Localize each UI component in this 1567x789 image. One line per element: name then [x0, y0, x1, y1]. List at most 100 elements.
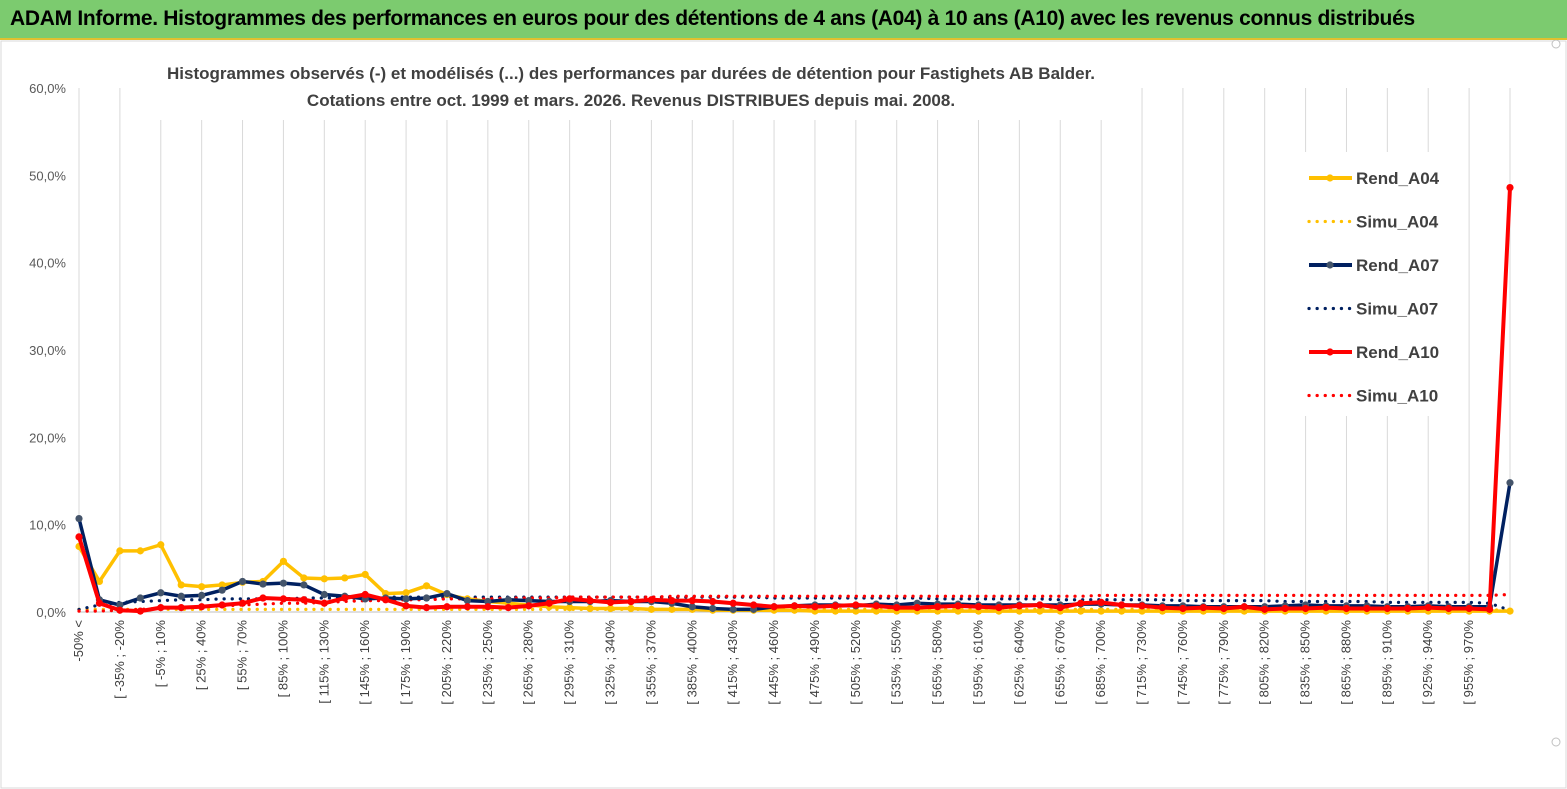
x-tick-label: [ 805% ; 820%	[1257, 620, 1272, 705]
series-rend-a07-point	[279, 579, 288, 587]
series-rend-a04-point	[218, 581, 226, 589]
series-rend-a10-point	[1485, 605, 1494, 613]
chart-title-background	[152, 56, 1112, 120]
series-rend-a10-point	[75, 533, 83, 541]
series-rend-a10-point	[1077, 599, 1085, 607]
series-rend-a10-point	[811, 603, 819, 611]
series-rend-a04-point	[279, 557, 288, 565]
series-rend-a10-point	[1363, 604, 1371, 613]
series-rend-a10-point	[545, 599, 553, 607]
series-rend-a10-point	[402, 602, 410, 610]
series-rend-a10-point	[1465, 604, 1473, 613]
series-rend-a07-point	[75, 514, 83, 523]
series-rend-a10-point	[443, 603, 451, 611]
series-rend-a10-point	[1342, 604, 1351, 613]
x-tick-label: [ 115% ; 130%	[316, 620, 331, 704]
x-tick-label: [ 325% ; 340%	[603, 620, 618, 705]
series-rend-a10-point	[1199, 604, 1207, 612]
x-tick-label: [ 535% ; 550%	[889, 620, 904, 705]
series-rend-a07-point	[709, 604, 717, 613]
series-rend-a07-point	[157, 589, 165, 597]
series-rend-a10-point	[361, 590, 369, 599]
x-tick-label: [ 685% ; 700%	[1093, 620, 1108, 705]
series-rend-a10-point	[1424, 604, 1432, 612]
series-rend-a04-point	[1117, 607, 1126, 615]
chart-title-line: Cotations entre oct. 1999 et mars. 2026.…	[307, 91, 955, 110]
series-rend-a07-point	[1506, 479, 1514, 487]
series-rend-a10-point	[872, 602, 880, 610]
series-rend-a07-point	[504, 596, 512, 604]
series-rend-a10-point	[913, 604, 921, 612]
series-rend-a10-point	[1015, 602, 1023, 610]
series-rend-a04-point	[1036, 607, 1044, 615]
series-rend-a10-point	[606, 598, 615, 606]
series-rend-a10-point	[1158, 604, 1167, 612]
series-rend-a07-point	[525, 597, 533, 605]
series-layer	[75, 183, 1514, 615]
series-rend-a07-point	[422, 594, 431, 602]
series-rend-a07-point	[463, 597, 472, 605]
y-tick-label: 30,0%	[29, 343, 66, 358]
series-rend-a10-point	[157, 604, 165, 612]
x-tick-label: [ 565% ; 580%	[930, 620, 945, 705]
series-rend-a04-point	[402, 589, 410, 597]
y-tick-label: 0,0%	[36, 605, 66, 620]
series-rend-a07-point	[218, 586, 226, 594]
x-tick-label: [ 385% ; 400%	[684, 620, 699, 705]
series-rend-a10-point	[279, 595, 288, 603]
chart-title-line: Histogrammes observés (-) et modélisés (…	[167, 64, 1095, 83]
frame-handle-icon	[1551, 40, 1561, 49]
x-tick-label: [ 745% ; 760%	[1175, 620, 1190, 705]
x-tick-label: [ -5% ; 10%	[153, 620, 168, 688]
series-rend-a04-point	[1077, 607, 1085, 615]
series-rend-a10-point	[1404, 604, 1412, 613]
series-rend-a10-point	[688, 597, 696, 605]
x-tick-label: [ 835% ; 850%	[1298, 620, 1313, 705]
legend-label-simu-a10: Simu_A10	[1356, 387, 1438, 406]
series-rend-a07-point	[443, 590, 451, 598]
x-tick-label: [ 25% ; 40%	[194, 620, 209, 691]
series-rend-a10-point	[382, 596, 390, 604]
series-rend-a04-point	[320, 575, 328, 583]
series-rend-a10-point	[954, 602, 962, 610]
series-rend-a04-point	[831, 607, 839, 615]
legend-label-simu-a04: Simu_A04	[1356, 213, 1439, 232]
series-rend-a10-point	[422, 604, 431, 612]
series-rend-a10-point	[218, 601, 226, 609]
series-rend-a10-point	[974, 603, 983, 611]
y-axis: 0,0% 10,0% 20,0% 30,0% 40,0% 50,0% 60,0%	[29, 81, 66, 620]
x-tick-label: [ 205% ; 220%	[439, 620, 454, 705]
x-tick-label: [ 415% ; 430%	[725, 620, 740, 705]
x-tick-label: [ 925% ; 940%	[1420, 620, 1435, 705]
x-tick-label: [ 655% ; 670%	[1052, 620, 1067, 705]
series-rend-a10-point	[1383, 604, 1391, 613]
series-rend-a04-point	[586, 604, 594, 613]
series-rend-a07-point	[177, 592, 185, 600]
series-rend-a04-point	[341, 574, 349, 582]
series-rend-a04-point	[1097, 607, 1105, 615]
x-tick-label: [ 235% ; 250%	[480, 620, 495, 705]
x-tick-label: [ 85% ; 100%	[275, 620, 290, 698]
chart-title: Histogrammes observés (-) et modélisés (…	[152, 56, 1112, 120]
series-rend-a04-point	[668, 605, 676, 613]
series-rend-a10-point	[627, 597, 635, 606]
series-rend-a10-point	[729, 599, 737, 607]
x-tick-label: [ 775% ; 790%	[1216, 620, 1231, 705]
chart-frame: 0,0% 10,0% 20,0% 30,0% 40,0% 50,0% 60,0% -50% …	[0, 40, 1567, 789]
chart-svg: 0,0% 10,0% 20,0% 30,0% 40,0% 50,0% 60,0% -50% …	[0, 40, 1567, 789]
series-rend-a04-point	[422, 582, 431, 590]
series-rend-a10-point	[647, 596, 656, 604]
series-rend-a10-point	[934, 603, 942, 611]
y-tick-label: 10,0%	[29, 518, 66, 533]
series-rend-a10-point	[831, 602, 839, 610]
y-tick-label: 50,0%	[29, 168, 66, 183]
series-rend-a04-point	[566, 604, 574, 612]
series-rend-a10-point	[1056, 604, 1064, 612]
series-rend-a04-point	[627, 604, 635, 613]
legend-label-simu-a07: Simu_A07	[1356, 300, 1438, 319]
y-tick-label: 20,0%	[29, 430, 66, 445]
series-rend-a10-point	[668, 597, 676, 605]
series-rend-a10-point	[1445, 604, 1453, 613]
series-rend-a07-point	[320, 590, 328, 599]
x-tick-label: [ 175% ; 190%	[398, 620, 413, 705]
